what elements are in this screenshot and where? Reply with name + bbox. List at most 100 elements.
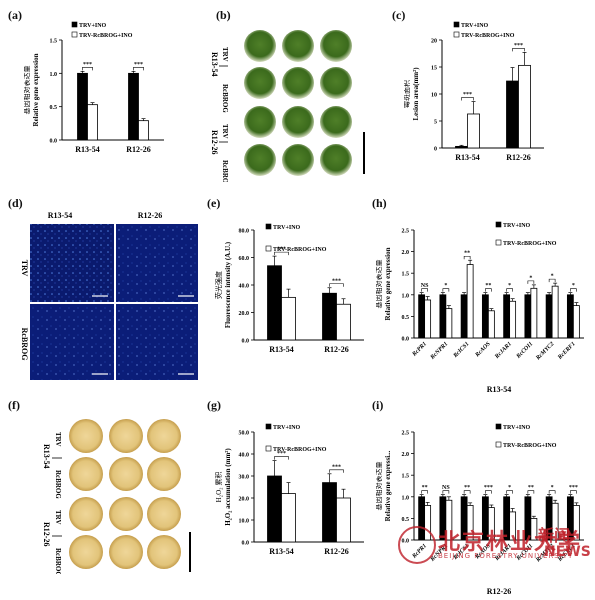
- panel-label-h: (h): [372, 196, 387, 210]
- bar: [551, 285, 559, 339]
- significance-label: *: [444, 283, 447, 289]
- bar: [467, 113, 480, 149]
- x-tick-label: R13-54: [269, 547, 293, 556]
- watermark-cn: 北京林业大学: [438, 530, 583, 555]
- significance-bracket: [506, 490, 513, 494]
- bar: [466, 264, 474, 339]
- legend-label: TRV-RcBROG+INO: [79, 33, 133, 39]
- significance-label: *: [508, 485, 511, 491]
- legend-swatch: [265, 223, 272, 230]
- bar: [530, 287, 538, 339]
- photo-row-label-trv-f: TRV: [54, 432, 62, 447]
- significance-label: ***: [277, 451, 286, 457]
- y-tick-label: 30.0: [239, 475, 250, 481]
- bar: [418, 294, 426, 339]
- legend-label: TRV-RcBROG+INO: [273, 447, 327, 453]
- bar: [87, 104, 98, 141]
- y-tick-label: 2.5: [402, 431, 410, 437]
- y-tick-label: 2.0: [402, 250, 410, 256]
- x-tick-label: RcNPR1: [429, 341, 449, 361]
- significance-label: **: [528, 485, 534, 491]
- significance-bracket: [274, 251, 289, 256]
- micro-col-label-r13-54: R13-54: [48, 211, 72, 220]
- bar-chart-a: 0.0 0.5 1.0 1.5 Relative gene expression基因相对…: [24, 21, 164, 154]
- y-axis-label: Relative gene expression: [384, 247, 392, 320]
- bar: [545, 294, 553, 339]
- bar: [336, 497, 351, 543]
- bar: [281, 296, 296, 341]
- y-tick-label: 5: [434, 120, 437, 126]
- legend-label: TRV-RcBROG+INO: [503, 443, 557, 449]
- photo-col-label-r13-54-f: R13-54: [42, 444, 51, 468]
- panel-label-i: (i): [372, 398, 384, 412]
- photo-col-label-r13-54: R13-54: [212, 52, 219, 76]
- y-tick-label: 10.0: [239, 519, 250, 525]
- bar: [138, 120, 149, 141]
- panel-label-d: (d): [8, 196, 23, 210]
- legend-swatch: [265, 423, 272, 430]
- leaf-photo-grid-f: R13-54 R12-26 TRV RcBROG TRV RcBROG: [42, 419, 191, 574]
- legend-swatch: [265, 445, 272, 452]
- y-tick-label: 40.0: [239, 284, 250, 290]
- y-axis-label-cn: 霉斑面积: [404, 80, 411, 108]
- bar: [281, 493, 296, 543]
- y-tick-label: 0.5: [402, 517, 410, 523]
- y-tick-label: 2.5: [402, 229, 410, 235]
- significance-label: ***: [332, 278, 341, 284]
- significance-label: NS: [442, 485, 450, 491]
- significance-bracket: [485, 490, 492, 494]
- bar: [336, 303, 351, 341]
- bar: [267, 265, 282, 341]
- photo-row-label-rcbrog-f: RcBROG: [54, 470, 62, 499]
- photo-row-label-rcbrog-2: RcBROG: [221, 160, 229, 182]
- photo-row-label-trv: TRV: [221, 47, 229, 62]
- bar: [524, 294, 532, 339]
- x-tick-label: RcMYC2: [535, 341, 556, 362]
- significance-label: **: [464, 251, 470, 257]
- significance-bracket: [442, 490, 450, 494]
- bar: [267, 475, 282, 543]
- y-axis-label: H₂O₂ accumulation (mm²): [224, 448, 232, 526]
- significance-bracket: [548, 490, 556, 494]
- significance-label: ***: [569, 485, 578, 491]
- yellow-leaf-discs: [69, 419, 181, 569]
- bar: [503, 294, 511, 339]
- photo-col-label-r12-26-f: R12-26: [42, 522, 51, 546]
- panel-label-e: (e): [207, 196, 221, 210]
- y-axis-label-cn: 基因相对表达量: [376, 462, 383, 511]
- micro-row-label-rcbrog: RcBROG: [20, 328, 29, 361]
- fluorescence-micrographs-d: R13-54 R12-26 TRV RcBROG: [20, 211, 198, 380]
- legend-swatch: [71, 21, 78, 28]
- significance-label: **: [485, 283, 491, 289]
- y-tick-label: 15: [431, 66, 437, 72]
- significance-label: ***: [332, 464, 341, 470]
- y-axis-label-cn: H₂O₂ 累积: [214, 472, 223, 503]
- significance-bracket: [512, 48, 525, 52]
- legend-label: TRV+INO: [79, 23, 107, 29]
- x-tick-label: RcERF1: [557, 341, 577, 361]
- y-axis-label: Relative gene expression: [32, 53, 40, 126]
- y-tick-label: 1.5: [402, 474, 410, 480]
- y-tick-label: 0: [434, 147, 437, 153]
- significance-bracket: [329, 469, 344, 473]
- bar: [506, 80, 519, 149]
- significance-label: *: [551, 274, 554, 280]
- y-tick-label: 1.0: [402, 495, 410, 501]
- photo-row-label-trv-2: TRV: [221, 124, 229, 139]
- panel-label-f: (f): [8, 398, 20, 412]
- x-tick-label: R12-26: [126, 145, 150, 154]
- significance-bracket: [421, 288, 428, 292]
- bar: [487, 310, 495, 339]
- significance-bracket: [570, 490, 577, 494]
- significance-label: ***: [514, 43, 523, 49]
- y-axis-label: Lesion area(mm²): [412, 67, 420, 121]
- bar-chart-c: 0 5 10 15 20 Lesion area(mm²)霉斑面积 TRV+INO TRV-R…: [404, 21, 544, 162]
- significance-bracket: [82, 67, 93, 71]
- significance-label: ***: [83, 62, 92, 68]
- watermark-news-en: NEWS: [544, 544, 591, 560]
- y-tick-label: 20.0: [239, 497, 250, 503]
- y-axis-label-cn: 基因相对表达量: [24, 66, 31, 115]
- y-tick-label: 2.0: [402, 452, 410, 458]
- bar-chart-h: 0.0 0.5 1.0 1.5 2.0 2.5 Relative gene expressi…: [376, 221, 584, 394]
- significance-label: *: [529, 275, 532, 281]
